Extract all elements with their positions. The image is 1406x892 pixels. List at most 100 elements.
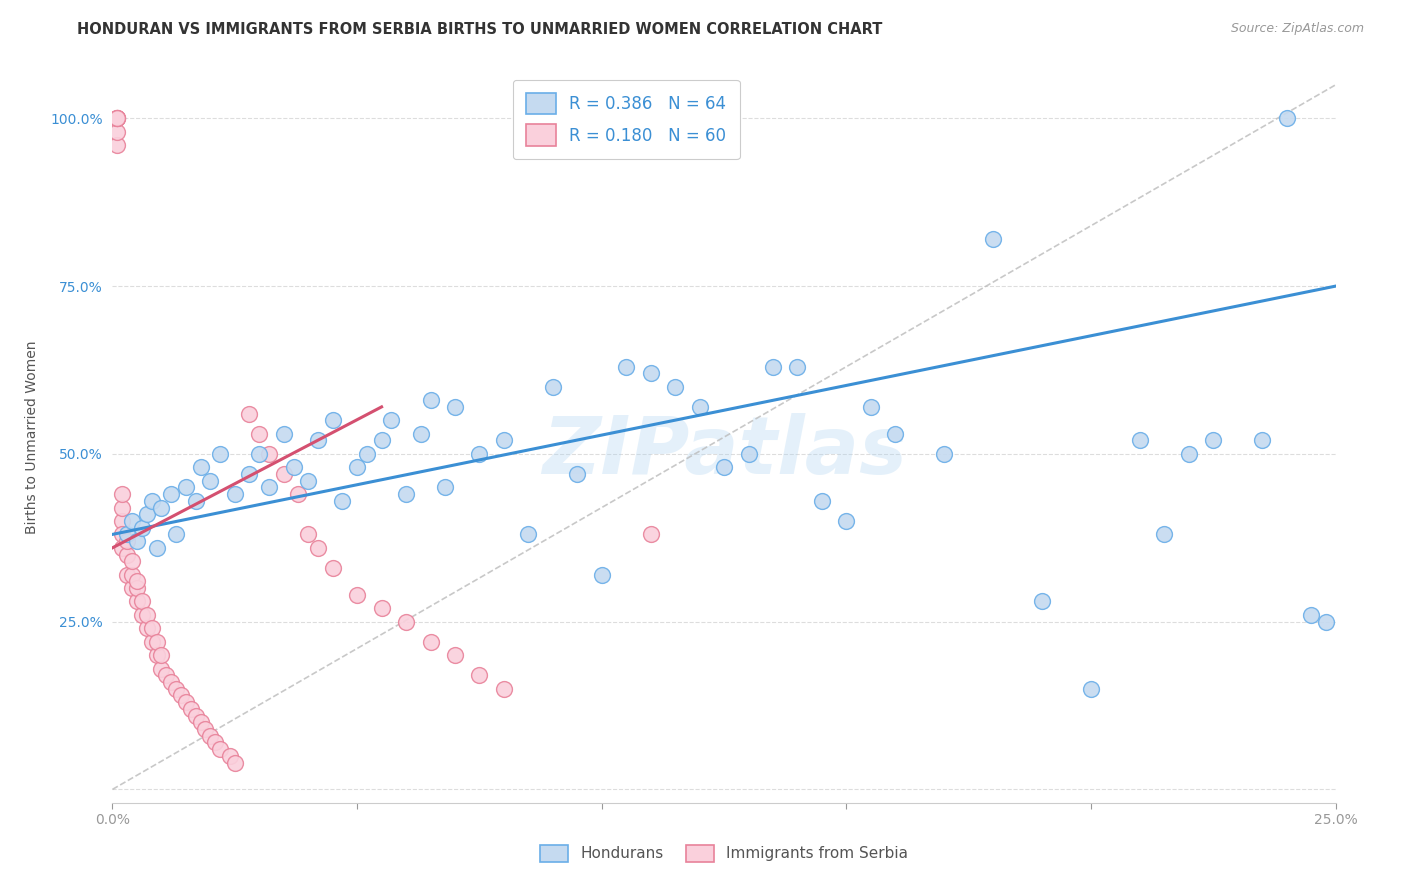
Point <box>297 527 319 541</box>
Point <box>1129 434 1152 448</box>
Point <box>115 527 138 541</box>
Legend: Hondurans, Immigrants from Serbia: Hondurans, Immigrants from Serbia <box>534 838 914 868</box>
Point <box>160 675 183 690</box>
Point <box>273 426 295 441</box>
Point <box>297 474 319 488</box>
Point <box>165 527 187 541</box>
Point <box>541 380 564 394</box>
Point <box>209 742 232 756</box>
Point <box>713 460 735 475</box>
Point <box>115 548 138 562</box>
Point <box>1031 594 1053 608</box>
Point <box>859 400 882 414</box>
Point <box>150 662 173 676</box>
Point <box>689 400 711 414</box>
Point <box>184 708 207 723</box>
Point <box>125 594 148 608</box>
Point <box>190 715 212 730</box>
Point <box>1202 434 1225 448</box>
Point <box>786 359 808 374</box>
Point <box>204 735 226 749</box>
Point <box>419 393 441 408</box>
Point <box>174 480 197 494</box>
Point <box>115 567 138 582</box>
Text: Source: ZipAtlas.com: Source: ZipAtlas.com <box>1230 22 1364 36</box>
Point <box>105 138 128 153</box>
Point <box>762 359 785 374</box>
Point <box>981 232 1004 246</box>
Point <box>614 359 637 374</box>
Point <box>247 426 270 441</box>
Point <box>105 112 128 126</box>
Point <box>322 413 344 427</box>
Point <box>111 500 134 515</box>
Point <box>238 407 260 421</box>
Point <box>468 668 491 682</box>
Point <box>131 607 153 622</box>
Point <box>121 514 143 528</box>
Point <box>257 480 280 494</box>
Point <box>395 615 418 629</box>
Point <box>346 588 368 602</box>
Point <box>468 447 491 461</box>
Point <box>283 460 305 475</box>
Point <box>121 567 143 582</box>
Point <box>141 493 163 508</box>
Point <box>111 527 134 541</box>
Point <box>517 527 540 541</box>
Point <box>307 541 329 555</box>
Point <box>238 467 260 481</box>
Point <box>135 621 157 635</box>
Point <box>1251 434 1274 448</box>
Point <box>131 521 153 535</box>
Point <box>287 487 309 501</box>
Point <box>135 508 157 522</box>
Point <box>640 367 662 381</box>
Point <box>1275 112 1298 126</box>
Point <box>1315 615 1337 629</box>
Point <box>170 689 193 703</box>
Point <box>395 487 418 501</box>
Point <box>105 112 128 126</box>
Point <box>145 634 167 648</box>
Point <box>444 400 467 414</box>
Point <box>115 534 138 549</box>
Point <box>370 601 392 615</box>
Point <box>737 447 759 461</box>
Point <box>380 413 402 427</box>
Text: HONDURAN VS IMMIGRANTS FROM SERBIA BIRTHS TO UNMARRIED WOMEN CORRELATION CHART: HONDURAN VS IMMIGRANTS FROM SERBIA BIRTH… <box>77 22 883 37</box>
Point <box>111 487 134 501</box>
Point <box>492 434 515 448</box>
Point <box>125 534 148 549</box>
Point <box>135 607 157 622</box>
Point <box>219 748 242 763</box>
Point <box>664 380 686 394</box>
Point <box>160 487 183 501</box>
Point <box>150 500 173 515</box>
Point <box>307 434 329 448</box>
Point <box>332 493 354 508</box>
Point <box>200 474 222 488</box>
Point <box>224 756 246 770</box>
Point <box>131 594 153 608</box>
Point <box>111 541 134 555</box>
Point <box>370 434 392 448</box>
Y-axis label: Births to Unmarried Women: Births to Unmarried Women <box>25 341 39 533</box>
Point <box>145 648 167 662</box>
Point <box>141 621 163 635</box>
Point <box>1178 447 1201 461</box>
Point <box>145 541 167 555</box>
Point <box>1080 681 1102 696</box>
Point <box>121 581 143 595</box>
Point <box>111 514 134 528</box>
Point <box>105 125 128 139</box>
Point <box>174 695 197 709</box>
Point <box>811 493 834 508</box>
Point <box>257 447 280 461</box>
Point <box>591 567 613 582</box>
Point <box>434 480 457 494</box>
Point <box>409 426 432 441</box>
Point <box>209 447 232 461</box>
Point <box>180 702 202 716</box>
Point <box>105 112 128 126</box>
